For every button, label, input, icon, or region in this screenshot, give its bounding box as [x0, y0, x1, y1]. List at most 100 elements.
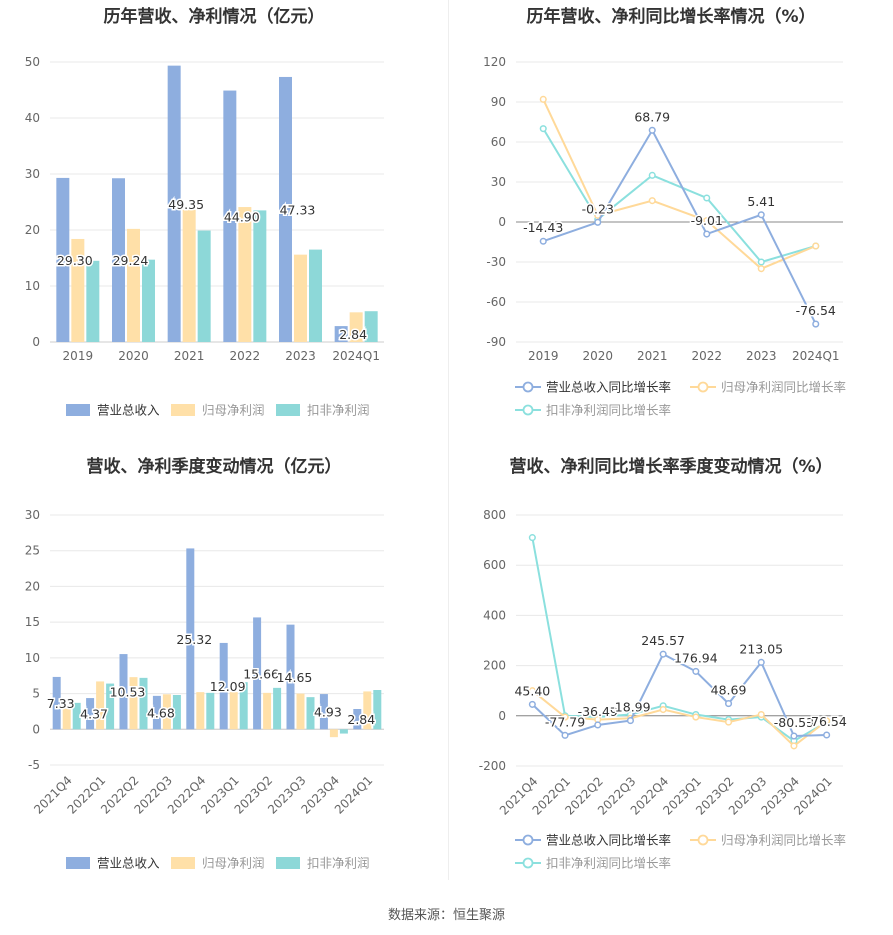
bar-0-2	[167, 65, 181, 342]
x-tick-label: 2022	[230, 349, 261, 363]
legend-label[interactable]: 扣非净利润	[307, 856, 370, 871]
point-0-1	[594, 218, 602, 226]
point-2-4	[757, 258, 765, 266]
bar-data-label: 2.84	[339, 327, 367, 342]
bar-1-3	[238, 207, 252, 342]
point-1-2	[648, 197, 656, 205]
line-data-label: 213.05	[739, 641, 783, 656]
point-0-5	[692, 667, 700, 675]
bar-0-3	[152, 695, 161, 730]
bar-2-0	[72, 702, 81, 730]
line-data-label: -0.23	[582, 201, 614, 216]
point-1-1	[594, 211, 602, 219]
bar-2-7	[306, 697, 315, 730]
point-1-0	[539, 95, 547, 103]
bar-1-4	[196, 692, 205, 730]
bar-2-1	[106, 683, 115, 730]
bar-data-label: 14.65	[277, 670, 313, 685]
y-tick-label: 20	[25, 223, 40, 237]
point-0-3	[626, 717, 634, 725]
bar-1-2	[182, 209, 196, 342]
bar-2-4	[309, 249, 322, 342]
bar-data-label: 4.68	[147, 706, 175, 721]
point-0-0	[539, 237, 547, 245]
point-1-9	[823, 717, 831, 725]
bar-data-label: 4.37	[80, 707, 108, 722]
bar-0-0	[56, 177, 70, 342]
legend-label[interactable]: 营业总收入同比增长率	[546, 833, 671, 848]
series-line-0	[542, 128, 817, 325]
chart-svg: 历年营收、净利同比增长率情况（%） -90 -60 -30 0 30 60 90 120 2019…	[483, 6, 846, 418]
legend-label[interactable]: 扣非净利润同比增长率	[546, 403, 671, 418]
legend-label[interactable]: 归母净利润	[202, 403, 265, 418]
point-2-0	[539, 125, 547, 133]
point-1-7	[757, 710, 765, 719]
bar-0-3	[223, 90, 237, 342]
legend-swatch	[171, 857, 195, 869]
point-1-4	[659, 705, 667, 714]
y-tick-label: 40	[25, 111, 40, 125]
y-tick-label: 15	[25, 615, 40, 629]
y-tick-label: 60	[491, 135, 506, 149]
x-tick-label: 2023	[285, 349, 316, 363]
bar-1-1	[127, 228, 140, 342]
line-data-label: -80.53	[774, 715, 814, 730]
y-tick-label: 0	[32, 335, 40, 349]
legend-label[interactable]: 营业总收入	[97, 403, 160, 418]
x-tick-label: 2022	[691, 349, 722, 363]
bar-1-1	[96, 681, 105, 730]
legend-label[interactable]: 扣非净利润同比增长率	[546, 856, 671, 871]
point-1-5	[812, 242, 820, 250]
legend-label[interactable]: 营业总收入	[97, 856, 160, 871]
chart-svg: 营收、净利季度变动情况（亿元）-50510152025302021Q42022Q…	[25, 456, 384, 871]
bar-1-7	[296, 693, 305, 730]
legend-label[interactable]: 扣非净利润	[307, 403, 370, 418]
y-tick-label: 50	[25, 55, 40, 69]
bar-2-5	[239, 682, 248, 730]
bar-2-3	[253, 210, 267, 342]
legend-swatch	[66, 857, 90, 869]
x-tick-label: 2021	[174, 349, 205, 363]
bar-1-8	[329, 729, 338, 738]
bar-data-label: 25.32	[176, 632, 212, 647]
bar-data-label: 7.33	[47, 696, 75, 711]
x-tick-label: 2019	[63, 349, 94, 363]
y-tick-label: 5	[32, 687, 40, 701]
point-0-5	[812, 320, 820, 328]
point-0-3	[703, 230, 711, 238]
legend-marker	[697, 834, 709, 846]
legend-label[interactable]: 归母净利润同比增长率	[721, 833, 846, 848]
x-tick-label: 2020	[118, 349, 149, 363]
bar-1-2	[129, 677, 138, 730]
line-data-label: -9.01	[691, 213, 723, 228]
point-0-1	[561, 731, 569, 739]
bar-data-label: 49.35	[168, 197, 204, 212]
bar-2-5	[364, 311, 378, 342]
bar-0-6	[253, 617, 262, 730]
chart-title: 营收、净利同比增长率季度变动情况（%）	[509, 456, 832, 477]
bar-0-0	[52, 676, 61, 730]
chart-svg: 历年营收、净利情况（亿元） 0 10 20 30 40 50 2019 2020 2021 2022…	[25, 6, 384, 418]
line-data-label: 176.94	[674, 650, 718, 665]
legend-marker	[697, 381, 709, 393]
point-1-0	[528, 687, 536, 695]
y-tick-label: 10	[25, 279, 40, 293]
bar-1-0	[71, 238, 85, 342]
point-0-0	[528, 700, 536, 708]
quarterly-growth-rate-chart: 营收、净利同比增长率季度变动情况（%） -200 0 200 400 600 800 2021…	[449, 450, 893, 880]
bar-1-5	[349, 312, 363, 342]
x-tick-label: 2019	[528, 349, 559, 363]
bar-data-label: 47.33	[280, 202, 316, 217]
legend-label[interactable]: 归母净利润同比增长率	[721, 380, 846, 395]
bar-2-2	[139, 677, 148, 730]
y-tick-label: 25	[25, 544, 40, 558]
bar-data-label: 15.66	[243, 666, 279, 681]
bar-1-6	[263, 692, 272, 730]
bar-2-9	[373, 690, 382, 730]
point-1-6	[725, 718, 733, 726]
legend-label[interactable]: 营业总收入同比增长率	[546, 380, 671, 395]
y-tick-label: 10	[25, 651, 40, 665]
legend-label[interactable]: 归母净利润	[202, 856, 265, 871]
point-0-6	[725, 700, 733, 708]
line-data-label: -76.54	[807, 714, 847, 729]
